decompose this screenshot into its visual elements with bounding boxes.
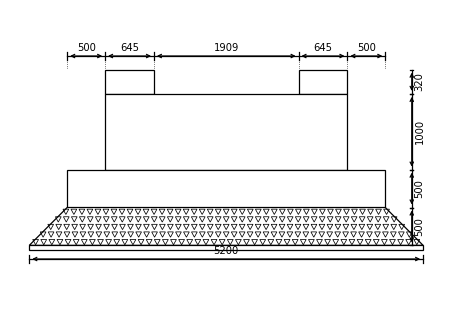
FancyBboxPatch shape: [67, 170, 385, 207]
FancyBboxPatch shape: [29, 245, 422, 250]
Text: 1909: 1909: [213, 43, 238, 53]
Polygon shape: [29, 207, 422, 245]
Text: 1000: 1000: [414, 119, 424, 144]
Text: 320: 320: [414, 72, 424, 91]
Text: 500: 500: [77, 43, 95, 53]
Text: 645: 645: [313, 43, 332, 53]
Text: 645: 645: [120, 43, 139, 53]
FancyBboxPatch shape: [105, 70, 154, 94]
Text: 5200: 5200: [213, 246, 238, 256]
FancyBboxPatch shape: [105, 94, 347, 170]
Text: 500: 500: [414, 217, 424, 236]
Text: 500: 500: [414, 179, 424, 198]
FancyBboxPatch shape: [298, 70, 347, 94]
Text: 500: 500: [356, 43, 375, 53]
